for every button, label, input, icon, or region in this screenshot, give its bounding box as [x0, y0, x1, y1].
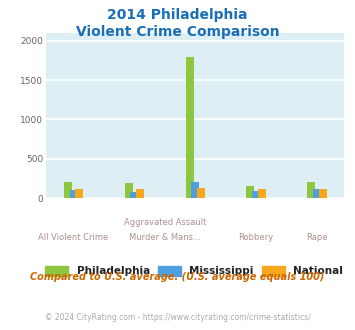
Text: All Violent Crime: All Violent Crime: [38, 233, 109, 242]
Bar: [252, 191, 260, 198]
Bar: [130, 192, 138, 198]
Bar: [70, 190, 77, 198]
Bar: [319, 188, 327, 198]
Bar: [136, 188, 144, 198]
Bar: [197, 188, 205, 198]
Legend: Philadelphia, Mississippi, National: Philadelphia, Mississippi, National: [45, 266, 343, 277]
Bar: [191, 182, 199, 198]
Text: © 2024 CityRating.com - https://www.cityrating.com/crime-statistics/: © 2024 CityRating.com - https://www.city…: [45, 314, 310, 322]
Text: Rape: Rape: [306, 233, 328, 242]
Text: Compared to U.S. average. (U.S. average equals 100): Compared to U.S. average. (U.S. average …: [30, 272, 325, 282]
Text: 2014 Philadelphia: 2014 Philadelphia: [107, 8, 248, 22]
Text: Murder & Mans...: Murder & Mans...: [129, 233, 201, 242]
Bar: [258, 189, 266, 198]
Text: Aggravated Assault: Aggravated Assault: [124, 218, 206, 227]
Bar: [186, 56, 193, 198]
Bar: [307, 182, 315, 198]
Bar: [313, 189, 321, 198]
Text: Robbery: Robbery: [239, 233, 274, 242]
Bar: [125, 183, 133, 198]
Bar: [246, 186, 255, 198]
Bar: [64, 182, 72, 198]
Bar: [75, 188, 83, 198]
Text: Violent Crime Comparison: Violent Crime Comparison: [76, 25, 279, 39]
